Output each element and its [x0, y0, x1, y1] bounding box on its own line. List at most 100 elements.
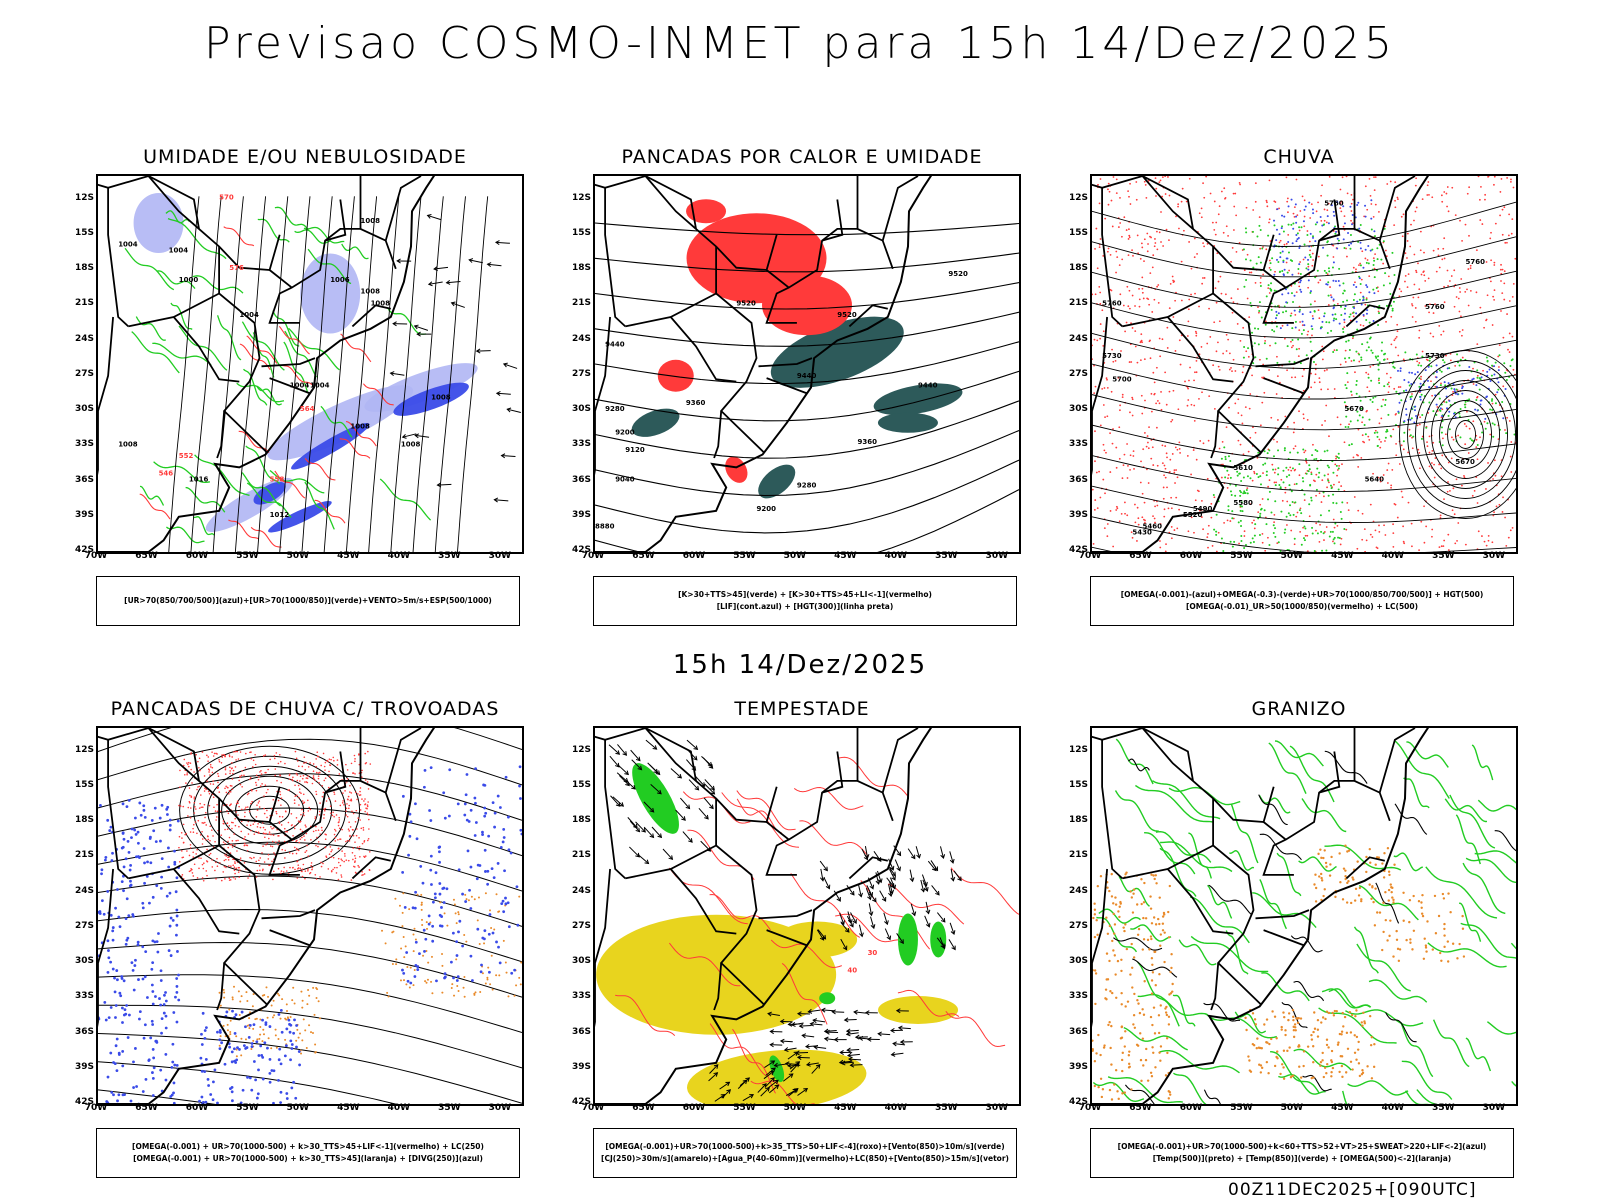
rain-omega-dot — [1163, 464, 1166, 467]
thunder-dot — [211, 751, 213, 753]
rain-green-dot — [1316, 450, 1319, 453]
unstable-dot — [416, 893, 419, 896]
divergence-dot — [174, 890, 178, 894]
divergence-dot — [244, 1025, 247, 1029]
humidity-low-contour — [304, 481, 335, 530]
rain-omega-dot — [1438, 266, 1441, 269]
rain-omega-dot — [1430, 380, 1432, 383]
divergence-dot — [106, 1075, 110, 1079]
unstable-dot — [262, 1033, 265, 1036]
divergence-dot — [109, 1051, 113, 1055]
unstable-dot — [413, 969, 416, 972]
rain-omega-dot — [1164, 371, 1167, 374]
border-line — [1262, 234, 1287, 289]
rain-omega-dot — [1500, 310, 1502, 312]
rain-omega-dot — [1154, 238, 1156, 240]
rain-omega-dot — [1268, 218, 1271, 221]
thunder-dot — [189, 794, 191, 797]
precip-water-contour — [732, 1028, 776, 1094]
border-line — [766, 377, 808, 395]
divergence-dot — [121, 1050, 125, 1053]
thunder-dot — [269, 758, 271, 761]
divergence-dot — [495, 940, 498, 944]
wind-vector — [875, 872, 880, 885]
rain-omega-dot — [1483, 540, 1486, 543]
rain-omega-dot — [1286, 200, 1289, 203]
unstable-dot — [402, 979, 405, 982]
rain-green-dot — [1265, 474, 1268, 477]
divergence-dot — [218, 1028, 222, 1032]
lat-tick-label: 33S — [1068, 439, 1088, 450]
divergence-dot — [150, 967, 154, 971]
rain-omega-dot — [1426, 359, 1429, 362]
rain-omega-dot — [1318, 540, 1321, 543]
rain-omega-dot — [1195, 458, 1198, 461]
rain-green-dot — [1290, 292, 1293, 295]
unstable-dot — [421, 923, 424, 926]
divergence-dot — [109, 960, 113, 964]
rain-blue-dot — [1365, 312, 1368, 315]
rain-green-dot — [1475, 399, 1478, 402]
wind-vector-head — [769, 1042, 774, 1048]
rain-green-dot — [1327, 494, 1330, 497]
rain-omega-dot — [1344, 349, 1347, 352]
rain-omega-dot — [1153, 517, 1156, 520]
thunder-dot — [221, 756, 224, 758]
rain-omega-dot — [1242, 453, 1245, 456]
thickness-contour — [223, 226, 255, 247]
rain-green-dot — [1267, 284, 1270, 287]
rain-blue-dot — [1336, 201, 1339, 204]
rain-blue-dot — [1497, 381, 1500, 384]
rain-omega-dot — [1243, 530, 1246, 533]
rain-omega-dot — [1139, 257, 1142, 260]
thunder-dot — [322, 862, 324, 865]
rain-blue-dot — [1352, 283, 1355, 286]
rain-omega-dot — [1187, 387, 1190, 390]
unstable-lifted-area — [657, 359, 694, 392]
rain-omega-dot — [1150, 457, 1153, 460]
rain-omega-dot — [1118, 457, 1121, 460]
thunder-dot — [204, 838, 207, 841]
divergence-dot — [441, 887, 445, 890]
rain-blue-dot — [1303, 324, 1306, 327]
unstable-lifted-area — [762, 275, 852, 336]
thunder-dot — [323, 779, 326, 782]
rain-green-dot — [1372, 396, 1375, 399]
rain-green-dot — [1363, 424, 1366, 427]
rain-omega-dot — [1294, 313, 1297, 316]
rain-blue-dot — [1281, 250, 1284, 253]
rain-green-dot — [1386, 428, 1389, 431]
precip-water-contour — [950, 867, 1019, 915]
lon-tick-label: 40W — [1381, 551, 1405, 561]
rain-omega-dot — [1222, 352, 1225, 355]
unstable-dot — [228, 1008, 231, 1011]
rain-omega-dot — [1206, 536, 1209, 539]
streamline — [98, 738, 522, 786]
border-line — [1262, 228, 1391, 324]
wind-vector — [645, 739, 657, 750]
temp850-contour — [1510, 942, 1516, 950]
wind-vector — [670, 768, 682, 779]
thunder-dot — [284, 810, 287, 812]
thunder-dot — [345, 807, 348, 810]
thunder-dot — [340, 858, 343, 860]
thunder-dot — [246, 793, 249, 796]
unstable-dot — [261, 1040, 264, 1043]
lon-tick-label: 30W — [488, 1103, 512, 1113]
divergence-dot — [240, 1010, 244, 1014]
rain-omega-dot — [1271, 463, 1274, 466]
rain-omega-dot — [1278, 207, 1280, 210]
thunder-dot — [237, 839, 239, 842]
rain-omega-dot — [1302, 526, 1304, 529]
rain-green-dot — [1491, 409, 1494, 412]
rain-omega-dot — [1142, 448, 1145, 451]
rain-omega-dot — [1261, 498, 1264, 500]
rain-omega-dot — [1293, 483, 1296, 486]
rain-omega-dot — [1132, 254, 1134, 257]
rain-omega-dot — [1491, 402, 1494, 405]
rain-omega-dot — [1293, 206, 1296, 209]
rain-omega-dot — [1112, 176, 1115, 178]
rain-omega-dot — [1418, 288, 1421, 291]
rain-omega-dot — [1167, 176, 1169, 178]
thickness-contour — [246, 335, 278, 364]
